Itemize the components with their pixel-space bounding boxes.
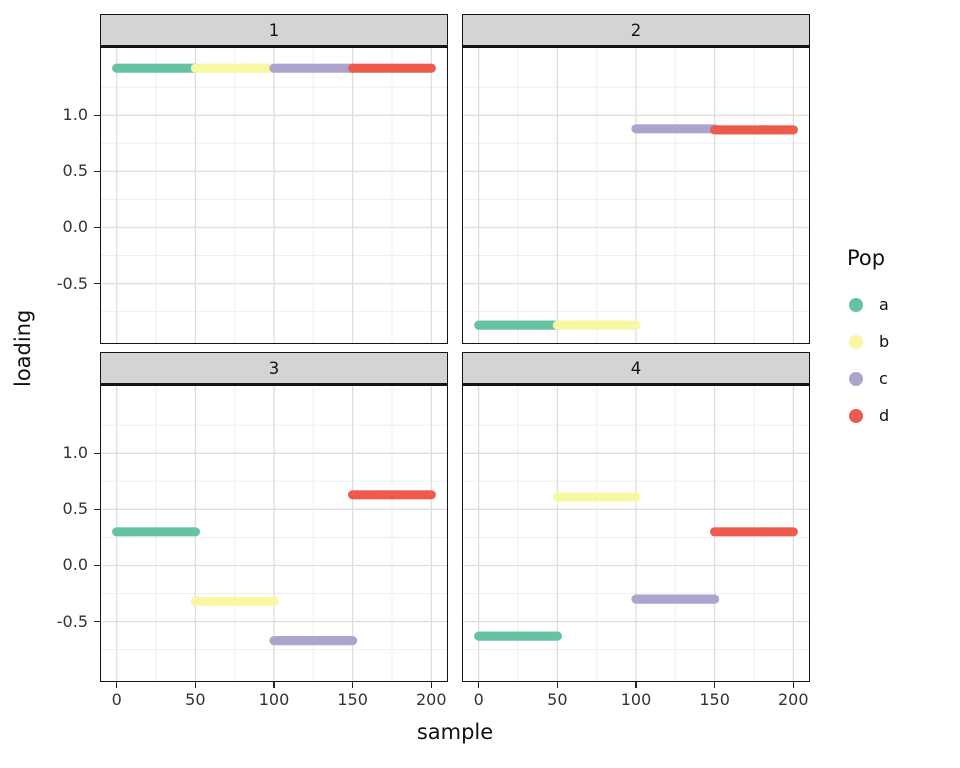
legend-label-a: a [879, 295, 889, 314]
facet-strip-label-3: 3 [268, 358, 280, 378]
y-axis-tick-mark [94, 282, 100, 285]
y-axis-tick-label: 0.0 [62, 555, 88, 575]
legend-item-d: d [845, 397, 889, 434]
y-axis-tick-label: 1.0 [62, 443, 88, 463]
x-axis-tick-mark [430, 682, 433, 688]
y-axis-tick-label: 0.0 [62, 217, 88, 237]
x-axis-tick-mark [194, 682, 197, 688]
x-axis-col-1: 0 50 100 150 200 [101, 682, 447, 710]
y-axis-tick-mark [94, 564, 100, 567]
facet-1: 1 [100, 14, 448, 344]
legend-swatch-c [849, 371, 863, 386]
facet-panel-2 [462, 46, 810, 344]
facet-strip-4: 4 [462, 352, 810, 384]
legend-label-d: d [879, 406, 890, 425]
x-axis-tick-mark [792, 682, 795, 688]
legend-title: Pop [847, 246, 886, 270]
x-axis-tick-label: 0 [473, 690, 484, 709]
x-axis-tick-mark [635, 682, 637, 688]
facet-panel-4 [462, 384, 810, 682]
y-axis-tick-label: -0.5 [56, 611, 88, 631]
x-axis-tick-label: 100 [258, 690, 290, 709]
y-axis-tick-mark [94, 170, 100, 173]
x-axis-tick-mark [713, 682, 716, 688]
x-axis-tick-label: 50 [547, 690, 568, 709]
x-axis-tick-label: 50 [185, 690, 206, 709]
facet-strip-label-1: 1 [268, 20, 280, 40]
y-axis-tick-label: 0.5 [62, 161, 88, 181]
facet-strip-label-2: 2 [630, 20, 642, 40]
legend-label-c: c [879, 369, 888, 388]
x-axis-tick-mark [556, 682, 559, 688]
legend-item-b: b [845, 323, 889, 360]
facet-panel-1 [100, 46, 448, 344]
y-axis-tick-mark [94, 114, 100, 117]
scatter-panel-2 [463, 48, 809, 343]
x-axis-tick-label: 100 [620, 690, 652, 709]
legend-item-a: a [845, 286, 889, 323]
facet-2: 2 [462, 14, 810, 344]
y-axis-tick-mark [94, 452, 100, 455]
y-axis-tick-mark [94, 620, 100, 623]
scatter-panel-4 [463, 386, 809, 681]
facet-panel-3 [100, 384, 448, 682]
y-axis-tick-label: 0.5 [62, 499, 88, 519]
x-axis-tick-label: 0 [111, 690, 122, 709]
facet-3: 3 [100, 352, 448, 682]
legend-swatch-d [849, 408, 863, 423]
legend-swatch-b [849, 334, 863, 349]
x-axis-col-2: 0 50 100 150 200 [463, 682, 809, 710]
y-axis-tick-label: 1.0 [62, 105, 88, 125]
x-axis-tick-mark [351, 682, 354, 688]
x-axis-tick-label: 150 [337, 690, 368, 709]
legend-swatch-a [849, 297, 863, 312]
facet-grid: 1 2 3 4 [100, 14, 810, 682]
x-axis-tick-mark [273, 682, 275, 688]
legend: Pop a b c d [845, 246, 889, 434]
x-axis-tick-label: 200 [777, 690, 809, 709]
legend-item-c: c [845, 360, 889, 397]
facet-4: 4 [462, 352, 810, 682]
scatter-panel-3 [101, 386, 447, 681]
y-axis-tick-mark [94, 226, 100, 229]
facet-strip-2: 2 [462, 14, 810, 46]
facet-strip-label-4: 4 [630, 358, 642, 378]
y-axis-row-2: -0.5 0.0 0.5 1.0 [28, 386, 100, 681]
scatter-panel-1 [101, 48, 447, 343]
x-axis-tick-mark [477, 682, 480, 688]
y-axis-row-1: -0.5 0.0 0.5 1.0 [28, 48, 100, 343]
facet-strip-1: 1 [100, 14, 448, 46]
legend-label-b: b [879, 332, 890, 351]
x-axis-title: sample [416, 720, 494, 744]
x-axis-tick-mark [115, 682, 118, 688]
y-axis-tick-mark [94, 508, 100, 511]
x-axis-tick-label: 200 [415, 690, 447, 709]
y-axis-tick-label: -0.5 [56, 273, 88, 293]
x-axis-tick-label: 150 [699, 690, 730, 709]
facet-strip-3: 3 [100, 352, 448, 384]
